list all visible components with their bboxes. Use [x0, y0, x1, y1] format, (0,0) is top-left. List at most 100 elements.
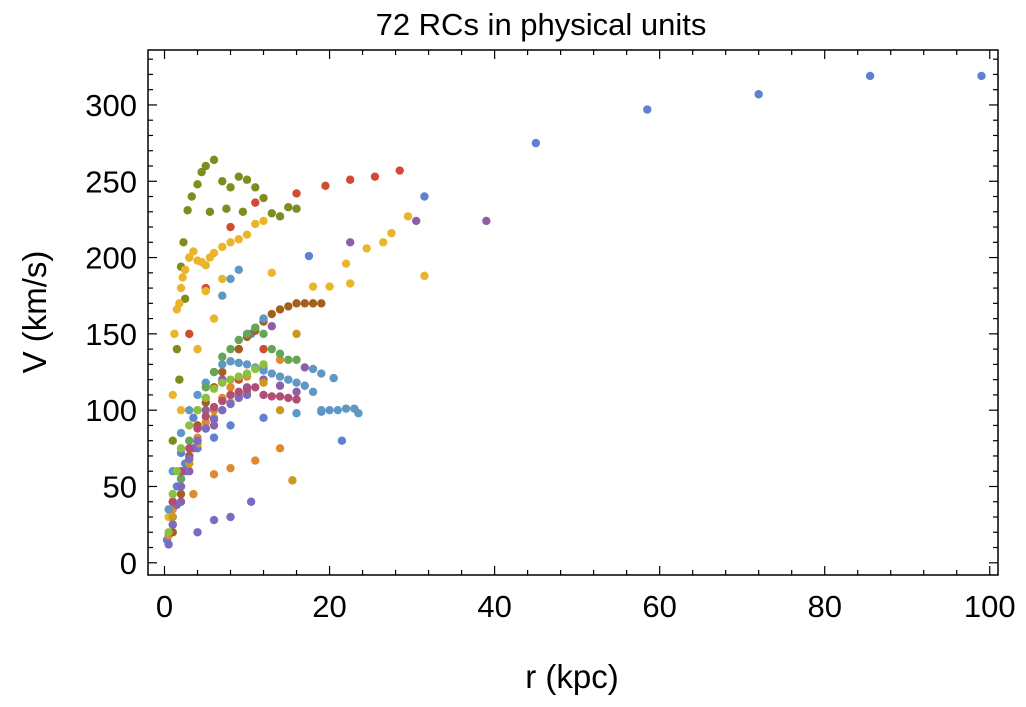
data-point: [234, 344, 243, 354]
data-point: [185, 436, 194, 445]
data-point: [168, 520, 177, 529]
data-point: [251, 456, 260, 465]
data-point: [317, 299, 326, 308]
plot-frame: [147, 49, 999, 576]
data-point: [308, 387, 318, 397]
data-point: [168, 390, 177, 400]
x-tick-label: 0: [156, 589, 173, 624]
data-point: [292, 189, 301, 198]
data-point: [170, 329, 179, 339]
y-tick-label: 200: [85, 241, 137, 276]
y-tick-label: 100: [85, 393, 137, 428]
data-point: [242, 360, 252, 369]
data-point: [251, 198, 260, 207]
x-tick-labels: 0 20 40 60 80 100: [156, 589, 1016, 624]
data-point: [242, 230, 252, 239]
data-point: [168, 497, 177, 506]
x-tick-label: 60: [642, 589, 676, 624]
data-point: [259, 344, 268, 354]
data-point: [292, 395, 301, 404]
data-point: [209, 248, 219, 258]
data-point: [201, 161, 210, 171]
y-tick-label: 150: [85, 317, 137, 352]
data-points: [162, 71, 986, 549]
data-point: [321, 181, 330, 191]
data-point: [201, 393, 210, 403]
data-point: [251, 383, 260, 392]
data-point: [189, 489, 198, 499]
data-point: [643, 105, 652, 114]
data-point: [209, 515, 219, 525]
data-point: [175, 375, 184, 384]
data-point: [218, 291, 227, 300]
data-point: [259, 366, 268, 375]
data-point: [370, 172, 380, 181]
data-point: [226, 274, 235, 284]
data-point: [193, 405, 202, 415]
data-point: [267, 369, 276, 378]
data-point: [209, 367, 219, 377]
data-point: [226, 463, 235, 473]
data-point: [292, 378, 301, 387]
data-point: [259, 378, 268, 387]
data-point: [234, 265, 243, 274]
data-point: [329, 373, 338, 383]
x-axis-label: r (kpc): [525, 658, 619, 695]
data-point: [275, 405, 285, 415]
data-point: [168, 489, 177, 499]
y-tick-label: 50: [103, 469, 137, 504]
data-point: [288, 476, 297, 485]
data-point: [317, 369, 326, 378]
data-point: [284, 393, 293, 403]
data-point: [420, 271, 429, 281]
data-point: [325, 282, 334, 291]
data-point: [345, 175, 355, 184]
data-point: [226, 375, 235, 384]
data-point: [378, 238, 388, 247]
data-point: [185, 421, 194, 430]
data-point: [531, 138, 541, 148]
data-point: [226, 383, 235, 392]
data-point: [259, 216, 268, 226]
data-point: [275, 212, 285, 221]
data-point: [179, 238, 188, 247]
data-point: [275, 392, 285, 401]
data-point: [354, 409, 363, 418]
data-point: [234, 235, 243, 244]
data-point: [185, 444, 194, 453]
data-point: [308, 282, 318, 291]
data-point: [242, 329, 252, 339]
data-point: [242, 175, 252, 184]
data-point: [284, 355, 293, 365]
data-point: [341, 404, 351, 413]
y-axis-label: V (km/s): [16, 251, 53, 374]
data-point: [176, 474, 186, 484]
data-point: [168, 512, 177, 522]
data-point: [209, 470, 219, 479]
data-point: [226, 357, 235, 366]
data-point: [865, 71, 875, 81]
data-point: [292, 409, 301, 418]
data-point: [259, 390, 268, 400]
data-point: [387, 228, 396, 238]
data-point: [234, 358, 243, 368]
data-point: [754, 90, 763, 99]
data-point: [209, 433, 219, 442]
data-point: [308, 364, 318, 374]
data-point: [275, 305, 285, 314]
data-point: [234, 387, 243, 397]
data-point: [185, 253, 194, 262]
data-point: [185, 405, 194, 415]
data-point: [284, 375, 293, 384]
data-point: [218, 405, 227, 415]
data-point: [275, 381, 285, 390]
data-point: [189, 413, 198, 423]
x-tick-label: 100: [964, 589, 1016, 624]
data-point: [176, 489, 186, 499]
axis-ticks: [148, 50, 998, 575]
data-point: [209, 384, 219, 394]
data-point: [176, 283, 186, 293]
series-rc-yellow: [164, 212, 429, 522]
data-point: [209, 402, 219, 412]
data-point: [362, 244, 371, 253]
